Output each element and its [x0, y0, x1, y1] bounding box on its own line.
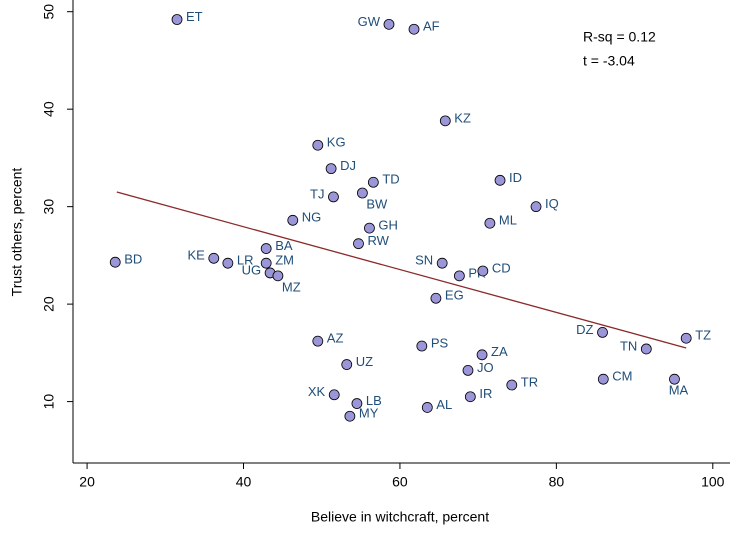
point [287, 214, 299, 226]
y-tick-label: 40 [41, 101, 57, 117]
point-label: GW [358, 14, 381, 29]
y-tick-label: 20 [41, 296, 57, 312]
point-label: LB [366, 393, 382, 408]
y-tick-label: 30 [41, 199, 57, 215]
point [453, 270, 465, 282]
point [494, 174, 506, 186]
point-label: CM [612, 369, 632, 384]
point [416, 340, 428, 352]
point-label: ML [499, 213, 517, 228]
point-label: JO [477, 360, 494, 375]
point [325, 163, 337, 175]
point-label: DZ [576, 322, 593, 337]
point [341, 359, 353, 370]
point-label: IQ [545, 196, 559, 211]
point [476, 349, 488, 361]
point-label: AZ [327, 331, 344, 346]
point [272, 270, 284, 282]
point-label: ID [509, 170, 522, 185]
point-label: MZ [282, 279, 301, 294]
point [462, 364, 474, 376]
point-label: RW [367, 233, 389, 248]
point-label: KG [327, 135, 346, 150]
x-tick-label: 60 [392, 474, 408, 490]
point-label: KZ [454, 110, 471, 125]
point-label: ET [186, 9, 203, 24]
point-label: IR [479, 386, 492, 401]
x-tick-label: 80 [549, 474, 565, 490]
point-label: MA [669, 383, 689, 398]
point [356, 187, 368, 199]
point-label: TR [521, 374, 538, 389]
point [439, 115, 451, 127]
point [109, 256, 121, 268]
point-label: AL [436, 397, 452, 412]
point [464, 391, 476, 403]
point [430, 292, 442, 304]
x-tick-label: 100 [701, 474, 725, 490]
point-label: BA [275, 238, 293, 253]
fit-line [116, 191, 687, 349]
point [506, 379, 518, 391]
point [408, 23, 420, 35]
point [351, 398, 363, 409]
point-label: DJ [340, 158, 356, 173]
point-label: MY [359, 406, 379, 421]
point-label: UG [242, 262, 262, 277]
point [597, 326, 608, 338]
point [477, 265, 489, 277]
point [312, 335, 324, 347]
point [328, 191, 339, 203]
point [312, 139, 324, 151]
point-label: BW [366, 196, 388, 211]
point [680, 332, 692, 344]
annotation: t = -3.04 [583, 53, 635, 69]
point [436, 257, 448, 269]
point-label: LR [237, 253, 254, 268]
point [383, 18, 395, 30]
point [669, 373, 680, 385]
point-label: ZM [275, 253, 294, 268]
point-label: KE [187, 248, 205, 263]
annotation: R-sq = 0.12 [583, 29, 656, 45]
point-label: TD [382, 172, 399, 187]
point-label: AF [423, 19, 440, 34]
y-tick-label: 10 [41, 394, 57, 410]
point-label: TJ [310, 186, 324, 201]
point-label: BD [124, 252, 142, 267]
point-label: UZ [356, 354, 373, 369]
point-label: GH [378, 218, 398, 233]
point [530, 201, 542, 213]
point [597, 373, 609, 385]
point [421, 402, 433, 413]
point [328, 389, 340, 401]
y-tick-label: 50 [41, 4, 57, 20]
point-label: TZ [695, 328, 711, 343]
point-label: CD [492, 260, 511, 275]
point-label: ZA [491, 344, 508, 359]
point-label: NG [302, 210, 322, 225]
y-axis-title: Trust others, percent [9, 168, 25, 297]
point-label: EG [445, 288, 464, 303]
x-tick-label: 20 [79, 474, 95, 490]
point [364, 222, 375, 234]
point [260, 257, 272, 269]
point [344, 410, 356, 422]
point [353, 238, 364, 250]
x-axis-title: Believe in witchcraft, percent [311, 509, 489, 525]
point [208, 252, 220, 264]
point [222, 257, 234, 269]
x-tick-label: 40 [236, 474, 252, 490]
point [367, 176, 379, 188]
point-label: PS [431, 335, 449, 350]
point-label: XK [308, 384, 326, 399]
point [260, 243, 272, 254]
point-label: SN [415, 253, 433, 268]
point [171, 14, 183, 25]
point [640, 343, 652, 355]
point-label: TN [620, 338, 637, 353]
point [484, 217, 496, 229]
